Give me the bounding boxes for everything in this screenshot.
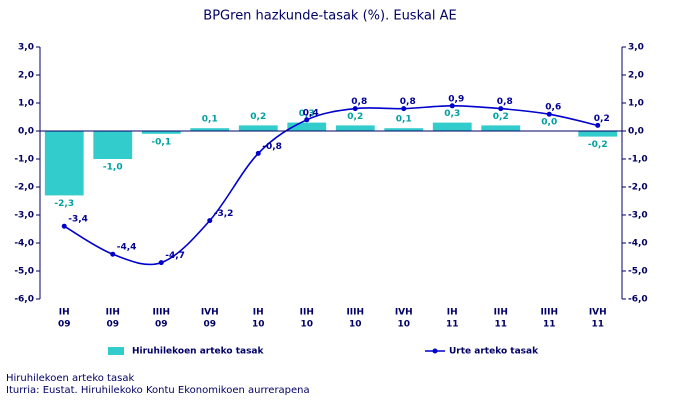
y-tick-label: -4,0 [14, 239, 34, 249]
x-tick-label: 09 [58, 320, 71, 330]
bar-label: 0,1 [396, 115, 412, 125]
bar-label: 0,3 [444, 109, 460, 119]
legend-label: Urte arteko tasak [449, 347, 539, 357]
y-tick-label: 1,0 [18, 99, 34, 109]
bar [44, 131, 84, 196]
bar [141, 131, 181, 134]
y-tick-label: 0,0 [18, 127, 34, 137]
line-label: -3,2 [214, 209, 234, 219]
y2-tick-label: -2,0 [628, 183, 648, 193]
line-marker [401, 106, 407, 112]
note: Hiruhilekoen arteko tasak [6, 373, 134, 384]
x-tick-label: IIIH [346, 308, 364, 318]
y2-tick-label: -1,0 [628, 155, 648, 165]
bar [432, 122, 472, 131]
line-label: -4,7 [165, 251, 185, 261]
y-tick-label: 3,0 [18, 43, 34, 53]
line-marker [595, 122, 601, 128]
x-tick-label: 11 [446, 320, 459, 330]
x-tick-label: IIIH [152, 308, 170, 318]
line-label: 0,4 [303, 108, 319, 118]
bar-label: -0,2 [588, 140, 608, 150]
legend-swatch [432, 348, 438, 354]
line-label: 0,8 [351, 97, 367, 107]
x-tick-label: IVH [201, 308, 219, 318]
x-tick-label: 09 [155, 320, 168, 330]
bar [93, 131, 133, 159]
x-tick-label: IH [253, 308, 264, 318]
line-marker [255, 150, 261, 156]
line-label: 0,6 [545, 103, 561, 113]
line-label: 0,8 [497, 97, 513, 107]
x-tick-label: 10 [349, 320, 362, 330]
y2-tick-label: -6,0 [628, 295, 648, 305]
y2-tick-label: -3,0 [628, 211, 648, 221]
y-tick-label: -2,0 [14, 183, 34, 193]
line-marker [449, 103, 455, 109]
line-marker [61, 223, 67, 229]
x-tick-label: IVH [589, 308, 607, 318]
x-tick-label: IIH [106, 308, 120, 318]
x-tick-label: 10 [252, 320, 265, 330]
y2-tick-label: 2,0 [628, 71, 644, 81]
x-tick-label: IH [59, 308, 70, 318]
bar-label: 0,1 [202, 115, 218, 125]
bar-label: 0,2 [493, 112, 509, 122]
bar-label: 0,2 [347, 112, 363, 122]
bar-label: 0,3 [299, 109, 315, 119]
y-tick-label: -5,0 [14, 267, 34, 277]
bar [335, 125, 375, 131]
line-label: 0,9 [448, 94, 464, 104]
line-marker [352, 106, 358, 112]
x-tick-label: 11 [494, 320, 507, 330]
y2-tick-label: 3,0 [628, 43, 644, 53]
line-marker [498, 106, 504, 112]
line-label: -0,8 [262, 142, 282, 152]
y2-tick-label: -5,0 [628, 267, 648, 277]
y2-tick-label: 1,0 [628, 99, 644, 109]
x-tick-label: IIH [300, 308, 314, 318]
line-marker [158, 260, 164, 266]
bar-label: -0,1 [151, 137, 171, 147]
x-tick-label: 10 [397, 320, 410, 330]
legend-label: Hiruhilekoen arteko tasak [132, 347, 264, 357]
y-tick-label: -3,0 [14, 211, 34, 221]
bar-label: -1,0 [103, 163, 123, 173]
line-marker [207, 218, 213, 224]
y2-tick-label: 0,0 [628, 127, 644, 137]
source: Iturria: Eustat. Hiruhilekoko Kontu Ekon… [6, 385, 310, 396]
x-tick-label: 09 [203, 320, 216, 330]
y2-tick-label: -4,0 [628, 239, 648, 249]
chart-title: BPGren hazkunde-tasak (%). Euskal AE [203, 9, 456, 24]
x-tick-label: 09 [106, 320, 119, 330]
bar [578, 131, 618, 137]
bar [238, 125, 278, 131]
line-label: -4,4 [117, 243, 137, 253]
y-tick-label: -1,0 [14, 155, 34, 165]
line-label: 0,8 [400, 97, 416, 107]
bar [287, 122, 327, 131]
line-label: 0,2 [594, 114, 610, 124]
bar-label: -2,3 [54, 199, 74, 209]
bar-label: 0,0 [541, 118, 557, 128]
line-marker [110, 251, 116, 257]
x-tick-label: IH [447, 308, 458, 318]
bar [190, 128, 230, 131]
bar [481, 125, 521, 131]
x-tick-label: 11 [543, 320, 556, 330]
legend-swatch [108, 347, 124, 355]
x-tick-label: IIH [494, 308, 508, 318]
x-tick-label: IVH [395, 308, 413, 318]
bar-label: 0,2 [250, 112, 266, 122]
x-tick-label: IIIH [540, 308, 558, 318]
bar [384, 128, 424, 131]
y-tick-label: 2,0 [18, 71, 34, 81]
x-tick-label: 10 [300, 320, 313, 330]
line-label: -3,4 [68, 215, 88, 225]
x-tick-label: 11 [591, 320, 604, 330]
line-marker [546, 111, 552, 117]
line-marker [304, 117, 310, 123]
y-tick-label: -6,0 [14, 295, 34, 305]
